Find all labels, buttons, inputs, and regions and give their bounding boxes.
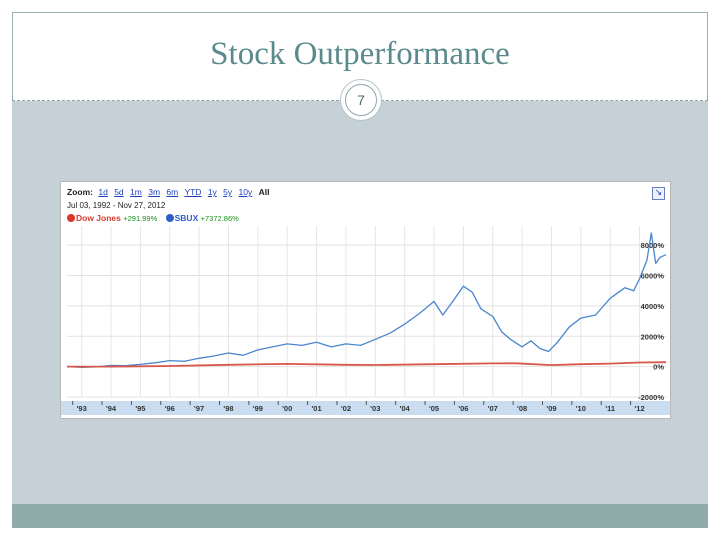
chart-plot: 8000%6000%4000%2000%0%-2000%'93'94'95'96… xyxy=(61,226,670,415)
x-tick-label: '11 xyxy=(605,404,615,413)
x-tick-label: '05 xyxy=(429,404,439,413)
legend-change-sbux: +7372.86% xyxy=(200,214,239,223)
zoom-10y[interactable]: 10y xyxy=(238,187,253,197)
zoom-label: Zoom: xyxy=(67,187,93,197)
y-tick-label: 6000% xyxy=(641,272,665,281)
x-tick-label: '97 xyxy=(194,404,204,413)
page-number: 7 xyxy=(345,84,377,116)
y-tick-label: -2000% xyxy=(638,393,664,402)
zoom-5y[interactable]: 5y xyxy=(223,187,233,197)
legend-dot-sbux xyxy=(165,214,174,222)
y-tick-label: 2000% xyxy=(641,332,665,341)
zoom-ytd[interactable]: YTD xyxy=(184,187,202,197)
x-tick-label: '07 xyxy=(488,404,498,413)
x-tick-label: '10 xyxy=(576,404,586,413)
series-line-sbux xyxy=(66,232,667,369)
legend-change-dow-jones: +291.99% xyxy=(123,214,158,223)
y-tick-label: 0% xyxy=(653,363,664,372)
x-tick-label: '02 xyxy=(341,404,351,413)
y-tick-label: 4000% xyxy=(641,302,665,311)
zoom-1y[interactable]: 1y xyxy=(207,187,217,197)
x-tick-label: '96 xyxy=(165,404,175,413)
x-tick-label: '94 xyxy=(106,404,117,413)
zoom-bar: Zoom: 1d 5d 1m 3m 6m YTD 1y 5y 10y All xyxy=(67,187,274,197)
x-tick-label: '95 xyxy=(135,404,145,413)
x-tick-label: '09 xyxy=(546,404,556,413)
x-tick-label: '93 xyxy=(77,404,87,413)
x-tick-label: '03 xyxy=(370,404,380,413)
x-tick-label: '08 xyxy=(517,404,527,413)
series-line-dow-jones xyxy=(67,361,667,368)
x-tick-label: '06 xyxy=(458,404,468,413)
zoom-1d[interactable]: 1d xyxy=(98,187,108,197)
legend-name-sbux[interactable]: SBUX xyxy=(174,213,199,223)
x-tick-label: '99 xyxy=(253,404,263,413)
footer-band xyxy=(12,504,708,528)
expand-icon[interactable]: ↘ xyxy=(652,187,665,200)
zoom-3m[interactable]: 3m xyxy=(148,187,161,197)
x-tick-label: '01 xyxy=(312,404,322,413)
zoom-all[interactable]: All xyxy=(258,187,270,197)
x-axis-strip xyxy=(61,401,670,415)
zoom-6m[interactable]: 6m xyxy=(166,187,179,197)
x-tick-label: '04 xyxy=(400,404,411,413)
x-tick-label: '98 xyxy=(223,404,233,413)
slide-title: Stock Outperformance xyxy=(210,36,510,72)
zoom-5d[interactable]: 5d xyxy=(114,187,124,197)
legend-dot-dow-jones xyxy=(67,214,75,222)
x-tick-label: '12 xyxy=(635,404,645,413)
page-number-badge: 7 xyxy=(340,79,382,121)
zoom-1m[interactable]: 1m xyxy=(130,187,142,197)
chart-legend: Dow Jones +291.99% SBUX +7372.86% xyxy=(67,213,245,223)
stock-chart: 8000% 6000% 4000% 2000% 0% -2000% '93'94'95'96… xyxy=(60,181,671,419)
x-tick-label: '00 xyxy=(282,404,292,413)
legend-name-dow-jones[interactable]: Dow Jones xyxy=(76,213,121,223)
date-range: Jul 03, 1992 - Nov 27, 2012 xyxy=(67,201,166,210)
